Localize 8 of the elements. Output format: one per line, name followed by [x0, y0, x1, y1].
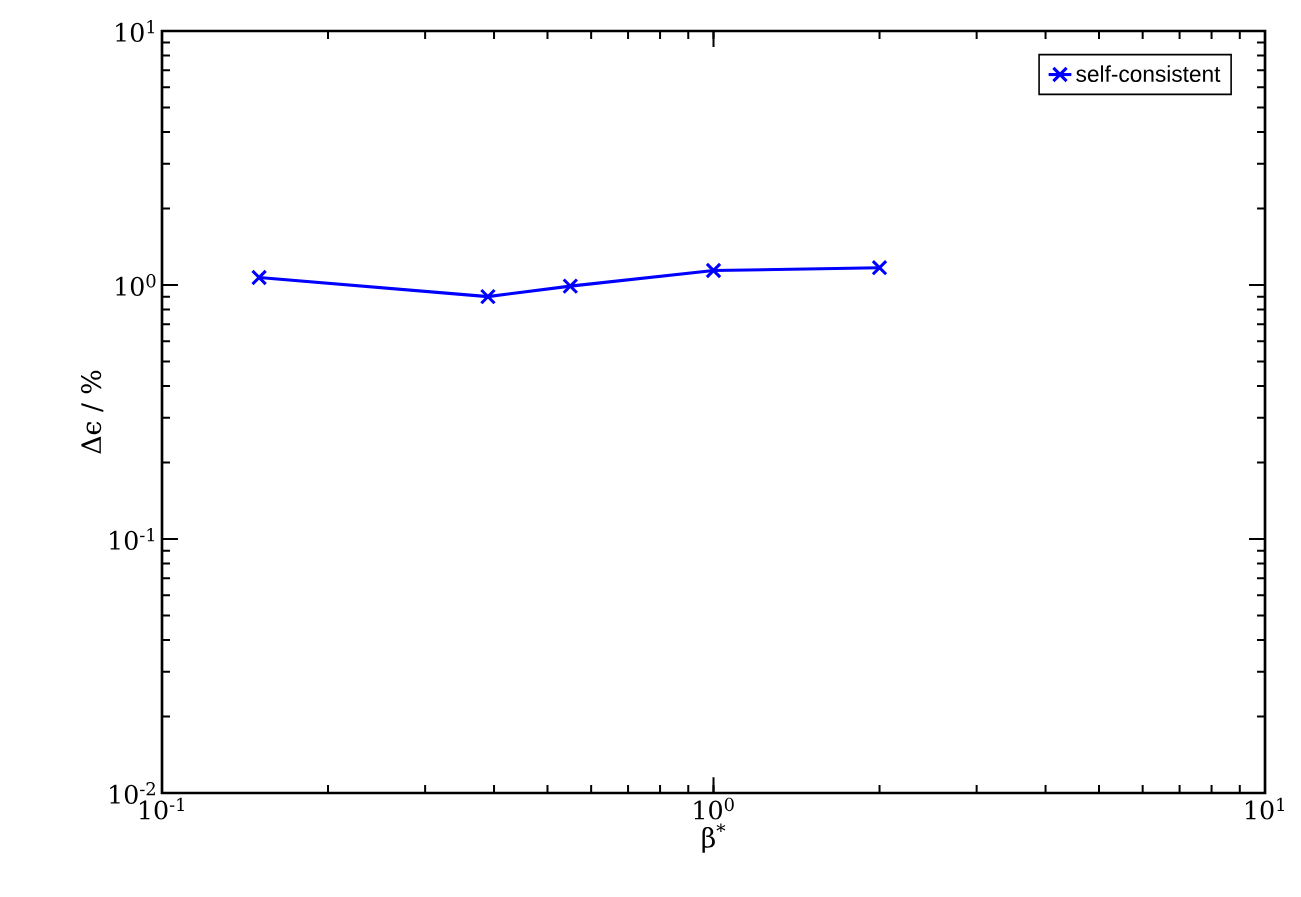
y-tick-label: 10$^{1}$ — [116, 20, 155, 42]
legend-label: self-consistent — [1076, 65, 1221, 82]
x-tick-label: 10$^{0}$ — [694, 797, 734, 820]
x-axis-title: β$^{*}$ — [702, 823, 726, 853]
x-tick-label: 10$^{1}$ — [1246, 797, 1284, 820]
y-tick-label: 10$^{-1}$ — [110, 528, 155, 550]
y-axis-title: Δϵ / % — [81, 370, 104, 454]
y-tick-label: 10$^{0}$ — [116, 274, 156, 296]
